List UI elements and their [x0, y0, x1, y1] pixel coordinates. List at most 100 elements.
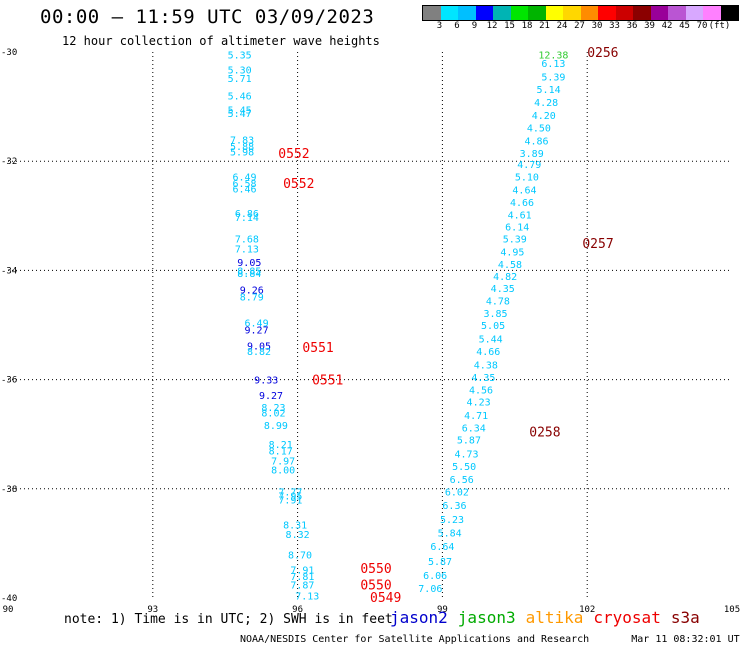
color-scale-tick: 12 [486, 21, 498, 31]
credit-text: NOAA/NESDIS Center for Satellite Applica… [240, 634, 590, 645]
axis-labels: 90 93 96 99 102 105 -30 -32 -34 -36 -38 -40 [1, 48, 740, 615]
wave-height-value: 5.88 [230, 142, 254, 153]
wave-height-value: 7.68 [235, 235, 259, 246]
wave-height-value: 8.70 [288, 550, 312, 561]
color-scale-tick: 45 [679, 21, 690, 31]
wave-height-value: 7.91 [290, 566, 314, 577]
wave-height-value: 5.35 [228, 51, 252, 62]
wave-height-value: 9.05 [247, 342, 271, 353]
color-swatch [615, 6, 633, 20]
wave-height-value: 5.87 [457, 436, 481, 447]
color-swatch [475, 6, 493, 20]
generated-timestamp: Mar 11 08:32:01 UTC 2023 [631, 634, 740, 645]
wave-height-value: 5.50 [452, 462, 476, 473]
wave-height-value: 8.21 [269, 440, 293, 451]
color-scale-tick: 24 [556, 21, 568, 31]
wave-height-value: 7.13 [235, 245, 259, 256]
satellite-legend: jason2 jason3 altika cryosat s3a [390, 608, 710, 627]
pass-time-label: 0552 [278, 147, 309, 162]
wave-height-value: 4.28 [534, 98, 558, 109]
wave-height-value: 8.31 [283, 520, 307, 531]
wave-height-value: 9.33 [254, 376, 278, 387]
wave-height-value: 4.66 [510, 198, 534, 209]
color-swatch [545, 6, 563, 20]
wave-height-value: 12.38 [538, 51, 568, 62]
y-tick-label: -34 [1, 266, 17, 276]
wave-height-value: 4.35 [471, 373, 495, 384]
wave-height-value: 6.49 [245, 318, 269, 329]
color-scale-tick: 3 [436, 21, 443, 31]
color-scale-tick: 27 [574, 21, 585, 31]
wave-height-value: 7.77 [278, 488, 302, 499]
chart-title: 00:00 – 11:59 UTC 03/09/2023 [40, 6, 375, 28]
wave-height-value: 4.71 [464, 411, 488, 422]
color-swatch [458, 6, 476, 20]
wave-height-value: 8.02 [261, 408, 285, 419]
color-swatch [528, 6, 546, 20]
wave-height-value: 5.23 [440, 515, 464, 526]
color-scale-tick: 70 [696, 21, 708, 31]
wave-height-value: 5.30 [228, 65, 252, 76]
wave-height-value: 5.05 [481, 321, 505, 332]
x-tick-label: 99 [437, 605, 448, 615]
x-tick-label: 90 [3, 605, 14, 615]
wave-height-value: 7.91 [278, 496, 302, 507]
color-swatch [563, 6, 581, 20]
chart-subtitle: 12 hour collection of altimeter wave hei… [62, 34, 380, 48]
color-scale-tick: 21 [539, 21, 550, 31]
wave-height-value: 6.13 [541, 59, 565, 70]
wave-height-value: 5.71 [228, 74, 252, 85]
wave-height-value: 8.84 [237, 269, 261, 280]
wave-height-value: 7.06 [418, 584, 442, 595]
wave-height-value: 6.06 [423, 571, 447, 582]
wave-height-value: 5.46 [228, 92, 252, 103]
color-scale-tick: (ft) [708, 21, 731, 31]
x-tick-label: 96 [292, 605, 303, 615]
wave-height-value: 4.82 [493, 272, 517, 283]
wave-height-value: 4.38 [474, 360, 498, 371]
wave-height-value: 8.99 [264, 421, 288, 432]
wave-height-value: 8.17 [269, 447, 293, 458]
wave-height-value: 8.79 [240, 293, 264, 304]
color-swatch [668, 6, 686, 20]
wave-height-value: 3.85 [483, 309, 507, 320]
wave-height-value: 8.23 [261, 403, 285, 414]
x-tick-label: 102 [579, 605, 595, 615]
pass-time-label: 0258 [529, 425, 560, 440]
y-tick-label: -32 [1, 157, 17, 167]
x-tick-label: 105 [724, 605, 740, 615]
wave-height-value: 7.81 [290, 572, 314, 583]
y-tick-label: -38 [1, 485, 17, 495]
wave-height-value: 7.13 [295, 591, 319, 602]
satellite-legend-item: s3a [670, 608, 700, 627]
color-scale-tick: 33 [609, 21, 620, 31]
wave-height-value: 6.46 [232, 185, 256, 196]
wave-height-value: 4.20 [532, 111, 556, 122]
wave-height-value: 5.14 [537, 85, 561, 96]
wave-height-value: 7.83 [230, 135, 254, 146]
color-swatch [598, 6, 616, 20]
wave-height-value: 8.85 [237, 266, 261, 277]
color-scale-tick: 6 [454, 21, 460, 31]
wave-height-value: 6.58 [232, 179, 256, 190]
pass-time-label: 0549 [370, 591, 401, 606]
wave-height-value: 4.50 [527, 123, 551, 134]
wave-height-value: 6.86 [235, 209, 259, 220]
wave-height-value: 6.02 [445, 488, 469, 499]
wave-height-value: 6.14 [505, 223, 529, 234]
wave-height-value: 5.47 [228, 109, 252, 120]
color-swatch [703, 6, 721, 20]
color-swatch [633, 6, 651, 20]
wave-height-value: 5.84 [438, 528, 462, 539]
wave-height-value: 5.98 [230, 147, 254, 158]
wave-height-value: 5.10 [515, 172, 539, 183]
satellite-legend-item: jason2 [390, 608, 448, 627]
satellite-legend-item: altika [525, 608, 584, 627]
wave-height-value: 4.95 [500, 247, 524, 258]
color-scale-tick: 30 [591, 21, 603, 31]
wave-height-measurements: 5.35 5.305.71 5.46 5.455.47 7.835.885.98 6.49… [228, 51, 569, 603]
wave-height-value: 5.87 [428, 557, 452, 568]
wave-height-value: 4.23 [467, 397, 491, 408]
